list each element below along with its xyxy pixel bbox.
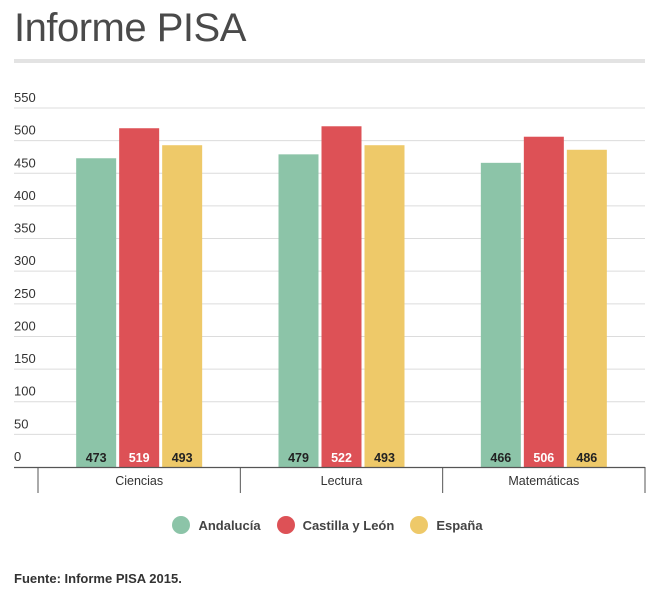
y-axis-ticks: 0 50 100 150 200 250 300 350 400 450 500 550 <box>14 90 36 464</box>
bar-value-label: 506 <box>533 451 554 465</box>
bar <box>119 128 160 467</box>
bar-chart: 0 50 100 150 200 250 300 350 400 450 500 550 473 519… <box>14 90 646 493</box>
x-category-label: Lectura <box>321 474 363 488</box>
bar-value-label: 479 <box>288 451 309 465</box>
y-tick-label: 350 <box>14 221 36 236</box>
x-category-label: Matemáticas <box>508 474 579 488</box>
legend: Andalucía Castilla y León España <box>0 516 655 534</box>
y-tick-label: 400 <box>14 188 36 203</box>
bar <box>321 126 362 467</box>
bar-value-label: 493 <box>374 451 395 465</box>
legend-item-andalucia[interactable]: Andalucía <box>172 516 261 534</box>
x-axis: Ciencias Lectura Matemáticas <box>14 466 646 493</box>
chart-title: Informe PISA <box>14 6 246 50</box>
y-tick-label: 250 <box>14 286 36 301</box>
y-tick-label: 200 <box>14 318 36 333</box>
y-tick-label: 550 <box>14 90 36 105</box>
bar-value-labels: 473 519 493 479 522 493 466 506 486 <box>86 451 598 465</box>
y-tick-label: 300 <box>14 253 36 268</box>
x-category-label: Ciencias <box>115 474 163 488</box>
y-tick-label: 450 <box>14 155 36 170</box>
bar-value-label: 466 <box>490 451 511 465</box>
y-tick-label: 0 <box>14 449 21 464</box>
bar-value-label: 486 <box>576 451 597 465</box>
bar <box>278 154 319 468</box>
legend-item-castilla-y-leon[interactable]: Castilla y León <box>276 516 395 534</box>
legend-label: Andalucía <box>198 517 261 533</box>
legend-swatch-andalucia <box>172 516 191 534</box>
bar-value-label: 519 <box>129 451 150 465</box>
bar <box>523 136 564 467</box>
bar <box>162 145 203 468</box>
legend-label: España <box>436 517 483 533</box>
bar <box>76 158 117 467</box>
legend-swatch-espana <box>410 516 429 534</box>
title-divider <box>14 59 645 63</box>
bars <box>76 126 607 468</box>
legend-item-espana[interactable]: España <box>410 516 483 534</box>
legend-label: Castilla y León <box>302 517 395 533</box>
source-note: Fuente: Informe PISA 2015. <box>14 571 182 586</box>
bar <box>566 149 607 468</box>
legend-swatch-castilla-y-leon <box>276 516 295 534</box>
bar-value-label: 493 <box>172 451 193 465</box>
bar-value-label: 522 <box>331 451 352 465</box>
bar <box>364 145 405 468</box>
bar-value-label: 473 <box>86 451 107 465</box>
y-tick-label: 100 <box>14 384 36 399</box>
y-tick-label: 50 <box>14 416 28 431</box>
y-tick-label: 500 <box>14 123 36 138</box>
y-tick-label: 150 <box>14 351 36 366</box>
bar <box>480 162 521 467</box>
